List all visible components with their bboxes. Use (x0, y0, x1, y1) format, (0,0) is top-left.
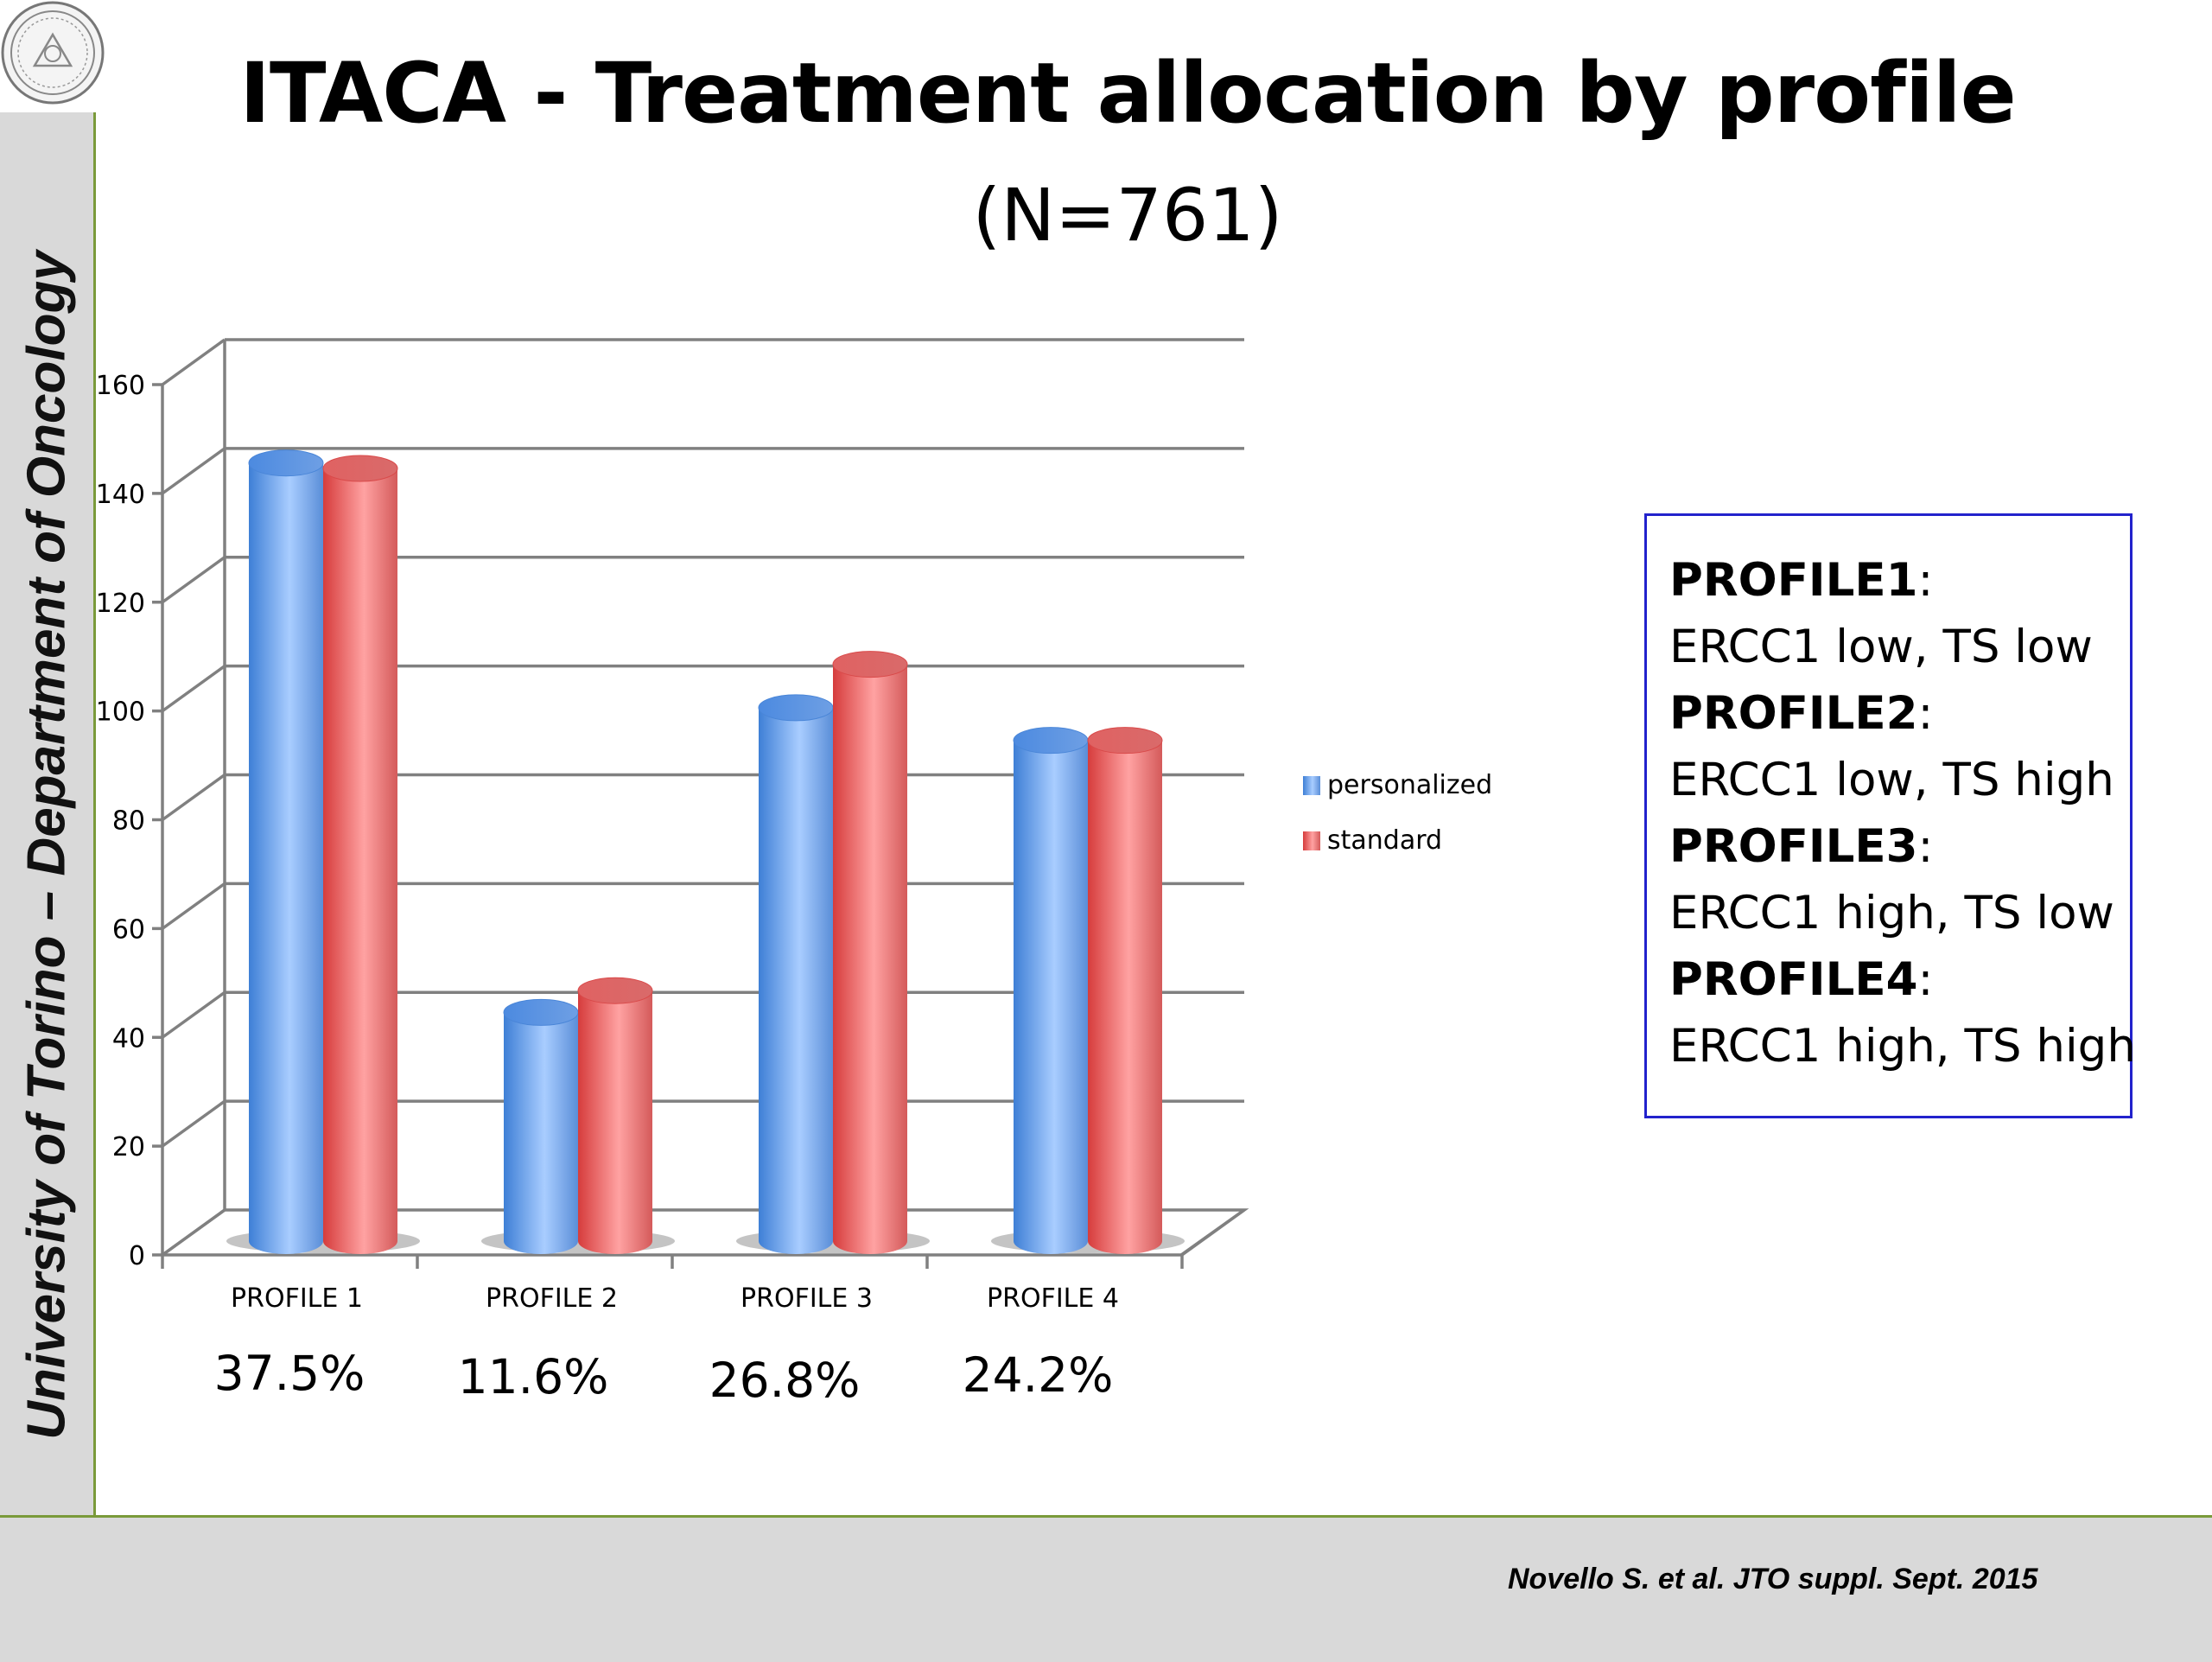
bar-body (578, 990, 652, 1254)
bar-body (759, 707, 833, 1254)
y-tick-label: 160 (96, 371, 145, 401)
bar-standard-3 (832, 651, 908, 1254)
bar-top (1087, 727, 1163, 755)
bar-standard-4 (1087, 727, 1163, 1254)
category-percentage-label: 11.6% (458, 1349, 609, 1404)
y-tick-label: 100 (96, 697, 145, 728)
bar-body (833, 664, 907, 1254)
legend-swatch-standard (1303, 831, 1320, 850)
y-tick-label: 20 (112, 1132, 145, 1162)
gridline-side (161, 338, 226, 386)
gridline-side (161, 990, 226, 1039)
profile2-description: ERCC1 low, TS high (1669, 754, 2114, 806)
profile4-heading: PROFILE4: (1669, 953, 1934, 1006)
bar-top (322, 455, 398, 482)
gridline-side (161, 665, 226, 713)
profile1-description: ERCC1 low, TS low (1669, 621, 2093, 673)
chart-floor-edge (1180, 1208, 1246, 1257)
x-tick-label: PROFILE 4 (987, 1283, 1119, 1314)
legend-swatch-personalized (1303, 776, 1320, 795)
y-tick-label: 60 (112, 914, 145, 945)
gridline-side (161, 882, 226, 930)
bar-body (249, 462, 323, 1254)
university-seal-icon (1, 1, 105, 105)
profile3-heading: PROFILE3: (1669, 820, 1934, 873)
bar-personalized-1 (248, 449, 324, 1254)
profile-definitions-box: PROFILE1: ERCC1 low, TS low PROFILE2: ER… (1644, 513, 2136, 1118)
bar-top (577, 977, 653, 1004)
y-tick-label: 0 (129, 1241, 145, 1271)
citation: Novello S. et al. JTO suppl. Sept. 2015 (1508, 1563, 2038, 1595)
x-tick-label: PROFILE 3 (741, 1283, 873, 1314)
slide-title: ITACA - Treatment allocation by profile (239, 45, 2017, 142)
profile1-heading: PROFILE1: (1669, 554, 1934, 607)
bar-body (1088, 740, 1162, 1254)
bar-body (323, 468, 397, 1254)
profile3-description: ERCC1 high, TS low (1669, 887, 2114, 939)
y-tick-label: 120 (96, 589, 145, 619)
x-tick-label: PROFILE 1 (231, 1283, 363, 1314)
bar-top (248, 449, 324, 477)
profile2-heading: PROFILE2: (1669, 687, 1934, 740)
category-percentage-label: 26.8% (709, 1353, 861, 1408)
bar-personalized-2 (503, 998, 579, 1254)
bar-top (1013, 727, 1089, 755)
gridline-side (161, 774, 226, 821)
y-tick-label: 140 (96, 480, 145, 510)
legend-label-personalized: personalized (1327, 770, 1492, 800)
bar-top (503, 998, 579, 1026)
bar-personalized-4 (1013, 727, 1089, 1254)
bar-body (1014, 740, 1088, 1254)
gridline-side (161, 1099, 226, 1148)
profile4-description: ERCC1 high, TS high (1669, 1020, 2136, 1073)
slide-frame-left (0, 112, 96, 1517)
gridline-side (161, 1208, 226, 1257)
y-tick-label: 40 (112, 1023, 145, 1054)
bar-top (758, 694, 834, 722)
legend-label-standard: standard (1327, 825, 1442, 856)
y-tick-label: 80 (112, 806, 145, 837)
bar-body (504, 1012, 578, 1254)
category-percentage-label: 24.2% (963, 1347, 1114, 1403)
gridline-side (161, 556, 226, 604)
slide-subtitle: (N=761) (972, 173, 1283, 258)
category-percentage-label: 37.5% (214, 1346, 365, 1401)
gridline-side (161, 447, 226, 495)
slide-frame-bottom (0, 1515, 2212, 1662)
x-tick-label: PROFILE 2 (486, 1283, 618, 1314)
bar-standard-1 (322, 455, 398, 1254)
bar-personalized-3 (758, 694, 834, 1254)
bar-top (832, 651, 908, 678)
bar-standard-2 (577, 977, 653, 1254)
